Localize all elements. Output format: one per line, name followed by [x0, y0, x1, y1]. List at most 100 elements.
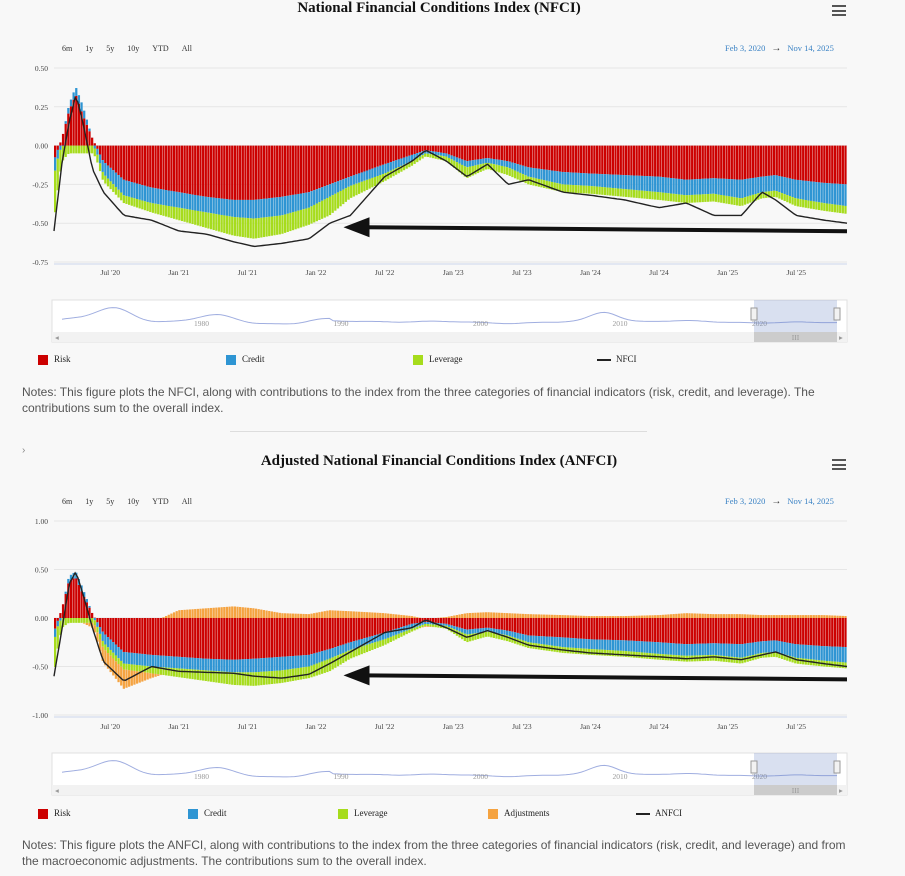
- bar-credit: [408, 624, 411, 630]
- bar-credit: [363, 171, 366, 181]
- bar-credit: [149, 187, 152, 203]
- bar-risk: [114, 618, 118, 645]
- legend-item-adjustments[interactable]: Adjustments: [488, 808, 550, 819]
- bar-leverage: [429, 154, 432, 158]
- bar-risk: [495, 618, 498, 629]
- date-from-input[interactable]: Feb 3, 2020: [725, 496, 766, 506]
- date-to-input[interactable]: Nov 14, 2025: [787, 496, 834, 506]
- bar-leverage: [519, 172, 522, 181]
- bar-credit: [64, 591, 67, 594]
- bar-risk: [397, 145, 400, 160]
- range-button-ytd[interactable]: YTD: [152, 44, 169, 53]
- bar-risk: [548, 618, 551, 637]
- legend-item-risk[interactable]: Risk: [38, 354, 71, 365]
- bar-risk: [138, 145, 141, 185]
- bar-adjustments: [587, 616, 591, 618]
- date-to-input[interactable]: Nov 14, 2025: [787, 43, 834, 53]
- date-from-input[interactable]: Feb 3, 2020: [725, 43, 766, 53]
- bar-leverage: [471, 633, 474, 641]
- range-button-all[interactable]: All: [181, 44, 192, 53]
- bar-adjustments: [363, 612, 366, 618]
- bar-leverage: [582, 648, 585, 655]
- bar-credit: [204, 658, 207, 671]
- bar-leverage: [794, 657, 797, 664]
- bar-credit: [680, 643, 683, 656]
- bar-adjustments: [783, 615, 786, 618]
- bar-credit: [88, 605, 91, 608]
- bar-adjustments: [688, 613, 691, 618]
- bar-adjustments: [315, 612, 318, 618]
- bar-risk: [135, 618, 139, 654]
- bar-credit: [593, 173, 596, 187]
- bar-risk: [767, 618, 770, 641]
- bar-leverage: [627, 651, 630, 658]
- legend-item-nfci[interactable]: NFCI: [597, 354, 637, 364]
- bar-credit: [289, 656, 292, 670]
- bar-risk: [532, 618, 535, 636]
- bar-credit: [685, 644, 689, 656]
- bar-credit: [159, 189, 162, 205]
- range-button-6m[interactable]: 6m: [62, 44, 73, 53]
- range-button-6m[interactable]: 6m: [62, 497, 73, 506]
- bar-adjustments: [326, 610, 329, 618]
- bar-risk: [252, 145, 255, 200]
- bar-leverage: [307, 207, 311, 225]
- legend-item-credit[interactable]: Credit: [226, 354, 265, 365]
- bar-credit: [767, 640, 770, 653]
- bar-credit: [572, 172, 575, 185]
- bar-credit: [344, 178, 348, 189]
- bar-risk: [302, 145, 305, 194]
- legend-item-credit[interactable]: Credit: [188, 808, 227, 819]
- bar-credit: [93, 618, 96, 621]
- bar-risk: [130, 618, 133, 653]
- bar-leverage: [207, 670, 210, 682]
- bar-credit: [754, 642, 757, 655]
- bar-credit: [659, 176, 662, 193]
- bar-leverage: [780, 653, 784, 659]
- bar-risk: [397, 618, 400, 628]
- bar-risk: [91, 612, 94, 618]
- bar-credit: [482, 158, 485, 164]
- bar-adjustments: [833, 615, 837, 618]
- bar-leverage: [157, 667, 160, 675]
- range-button-10y[interactable]: 10y: [127, 44, 140, 53]
- range-button-10y[interactable]: 10y: [127, 497, 140, 506]
- bar-adjustments: [83, 622, 86, 624]
- bar-risk: [323, 618, 326, 651]
- bar-risk: [56, 618, 59, 621]
- bar-credit: [331, 183, 334, 196]
- legend-item-risk[interactable]: Risk: [38, 808, 71, 819]
- legend-item-leverage[interactable]: Leverage: [338, 808, 387, 819]
- bar-risk: [624, 618, 628, 641]
- bar-risk: [408, 145, 411, 156]
- range-button-1y[interactable]: 1y: [85, 497, 94, 506]
- bar-leverage: [796, 198, 800, 207]
- bar-risk: [537, 145, 540, 169]
- range-button-1y[interactable]: 1y: [85, 44, 94, 53]
- bar-credit: [260, 199, 263, 218]
- bar-risk: [199, 618, 202, 659]
- bar-series-group: [54, 572, 847, 689]
- hamburger-menu-icon[interactable]: [832, 459, 846, 470]
- bar-adjustments: [569, 615, 572, 618]
- bar-adjustments: [691, 613, 694, 618]
- range-button-ytd[interactable]: YTD: [152, 497, 169, 506]
- bar-leverage: [67, 145, 70, 154]
- bar-leverage: [254, 218, 258, 239]
- hamburger-menu-icon[interactable]: [832, 5, 846, 16]
- bar-leverage: [125, 663, 128, 670]
- bar-credit: [733, 179, 736, 198]
- chart-legend: Risk Credit Leverage NFCI: [0, 354, 905, 368]
- bar-risk: [754, 145, 757, 178]
- range-button-5y[interactable]: 5y: [106, 497, 115, 506]
- chevron-right-icon[interactable]: ›: [22, 445, 26, 456]
- bar-risk: [413, 145, 416, 154]
- range-button-5y[interactable]: 5y: [106, 44, 115, 53]
- legend-item-anfci[interactable]: ANFCI: [636, 808, 682, 818]
- bar-leverage: [638, 190, 641, 199]
- bar-leverage: [738, 198, 741, 206]
- legend-item-leverage[interactable]: Leverage: [413, 354, 462, 365]
- bar-leverage: [590, 649, 593, 655]
- range-button-all[interactable]: All: [181, 497, 192, 506]
- bar-credit: [209, 658, 213, 671]
